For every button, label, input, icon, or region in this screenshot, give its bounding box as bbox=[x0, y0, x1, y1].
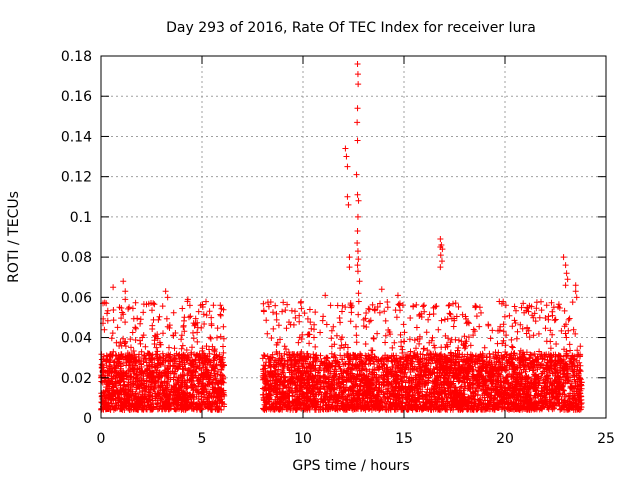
data-point bbox=[122, 288, 129, 295]
y-tick-label: 0.04 bbox=[61, 331, 92, 347]
data-point bbox=[353, 171, 360, 178]
chart-title: Day 293 of 2016, Rate Of TEC Index for r… bbox=[166, 20, 536, 36]
data-point bbox=[573, 294, 580, 301]
data-point bbox=[354, 191, 361, 198]
data-point bbox=[524, 304, 531, 311]
x-axis-label: GPS time / hours bbox=[292, 458, 409, 474]
x-tick-label: 20 bbox=[496, 431, 514, 447]
data-point bbox=[564, 276, 571, 283]
data-point bbox=[122, 296, 129, 303]
x-tick-label: 10 bbox=[294, 431, 312, 447]
data-point bbox=[162, 288, 169, 295]
data-point bbox=[354, 61, 361, 68]
data-point bbox=[355, 81, 362, 88]
data-point bbox=[322, 292, 329, 299]
y-tick-label: 0.18 bbox=[61, 49, 92, 65]
data-point bbox=[356, 278, 363, 285]
data-point bbox=[104, 310, 111, 317]
data-point bbox=[572, 282, 579, 289]
data-point bbox=[563, 270, 570, 277]
data-point bbox=[344, 163, 351, 170]
data-point bbox=[354, 262, 361, 269]
data-point bbox=[343, 153, 350, 160]
data-point bbox=[354, 105, 361, 112]
data-point bbox=[560, 254, 567, 261]
x-tick-label: 5 bbox=[198, 431, 207, 447]
data-point bbox=[184, 296, 191, 303]
data-point bbox=[562, 262, 569, 269]
y-tick-label: 0.12 bbox=[61, 170, 92, 186]
y-tick-label: 0 bbox=[83, 411, 92, 427]
y-tick-label: 0.06 bbox=[61, 290, 92, 306]
data-point bbox=[164, 294, 171, 301]
data-point bbox=[354, 227, 361, 234]
x-tick-label: 0 bbox=[97, 431, 106, 447]
y-tick-label: 0.16 bbox=[61, 89, 92, 105]
data-point bbox=[342, 145, 349, 152]
data-point bbox=[437, 236, 444, 243]
data-point bbox=[439, 246, 446, 253]
data-point bbox=[438, 258, 445, 265]
data-point bbox=[354, 248, 361, 255]
axes: 0 0.02 0.04 0.06 0.08 0.1 0.12 0.14 0.16 0.18 0 5 10… bbox=[61, 49, 615, 447]
data-point bbox=[120, 278, 127, 285]
data-point bbox=[355, 290, 362, 297]
x-tick-label: 15 bbox=[395, 431, 413, 447]
data-point bbox=[437, 252, 444, 259]
data-point bbox=[437, 264, 444, 271]
data-point bbox=[520, 300, 527, 307]
data-point bbox=[354, 268, 361, 275]
data-point bbox=[346, 254, 353, 261]
data-point bbox=[186, 302, 193, 309]
data-point bbox=[562, 282, 569, 289]
x-tick-label: 25 bbox=[597, 431, 615, 447]
data-point bbox=[572, 288, 579, 295]
data-point bbox=[110, 284, 117, 291]
y-tick-label: 0.08 bbox=[61, 250, 92, 266]
y-tick-label: 0.14 bbox=[61, 129, 92, 145]
data-point bbox=[346, 264, 353, 271]
data-point bbox=[344, 193, 351, 200]
y-tick-label: 0.1 bbox=[70, 210, 92, 226]
data-point bbox=[354, 119, 361, 126]
data-point bbox=[354, 71, 361, 78]
data-point bbox=[354, 213, 361, 220]
data-point bbox=[394, 292, 401, 299]
data-point bbox=[355, 197, 362, 204]
data-point bbox=[354, 240, 361, 247]
plot-border bbox=[100, 55, 607, 419]
y-tick-label: 0.02 bbox=[61, 371, 92, 387]
data-point bbox=[355, 256, 362, 263]
y-axis-label: ROTI / TECUs bbox=[6, 191, 22, 283]
data-point bbox=[378, 286, 385, 293]
data-point bbox=[354, 137, 361, 144]
data-point bbox=[345, 201, 352, 208]
data-point bbox=[396, 300, 403, 307]
